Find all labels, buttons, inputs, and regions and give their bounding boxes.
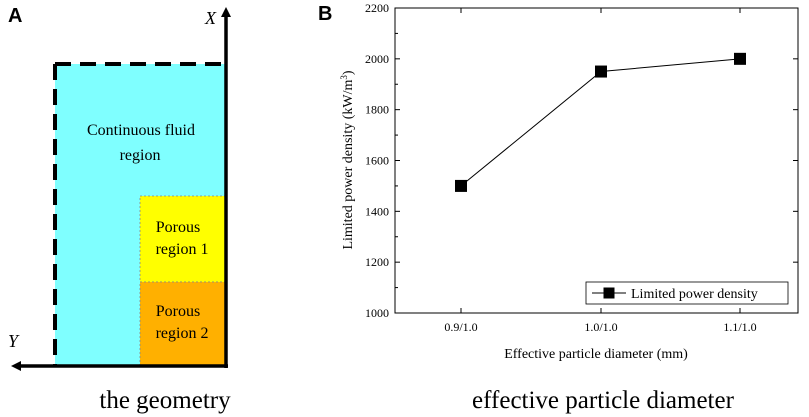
porous-region-1-label: Porous region 1 [156, 219, 209, 258]
fluid-region-label-line1: Continuous fluid [87, 122, 195, 139]
porous-region-2-label-line2: region 2 [156, 325, 209, 342]
x-tick-label: 1.1/1.0 [723, 320, 756, 334]
legend-marker-square [603, 287, 615, 299]
panel-a-caption: the geometry [99, 387, 231, 414]
fluid-region-label-line2: region [120, 147, 161, 164]
y-tick-label: 1200 [365, 255, 389, 269]
y-tick-label: 1600 [365, 154, 389, 168]
y-tick-label: 1800 [365, 103, 389, 117]
porous-region-2 [139, 281, 227, 367]
y-axis-title-superscript: 3 [339, 75, 349, 80]
porous-region-1-label-line1: Porous [156, 219, 200, 236]
porous-region-1-label-line2: region 1 [156, 241, 209, 258]
panel-b-caption: effective particle diameter [472, 387, 735, 414]
x-tick-label: 1.0/1.0 [584, 320, 617, 334]
y-axis-label: Y [8, 331, 20, 351]
x-axis-label: X [204, 8, 217, 28]
legend: Limited power density [585, 281, 789, 305]
y-axis-ticks: 1000 1200 1400 1600 1800 2000 2200 [365, 1, 798, 320]
y-tick-label: 1400 [365, 204, 389, 218]
panel-b-letter: B [318, 3, 332, 25]
x-axis-ticks: 0.9/1.0 1.0/1.0 1.1/1.0 [444, 8, 757, 334]
panel-a-letter: A [8, 5, 22, 27]
y-axis-title-main: Limited power density (kW/m [341, 80, 356, 250]
data-point-square [595, 65, 607, 78]
y-tick-label: 2000 [365, 52, 389, 66]
legend-box [585, 281, 789, 305]
y-tick-label: 2200 [365, 1, 389, 15]
y-axis-title: Limited power density (kW/m3) [339, 70, 356, 249]
x-tick-label: 0.9/1.0 [444, 320, 477, 334]
fluid-region-label: Continuous fluid region [87, 122, 199, 164]
legend-label: Limited power density [631, 287, 758, 302]
x-axis-title: Effective particle diameter (mm) [504, 347, 688, 362]
y-tick-label: 1000 [365, 306, 389, 320]
porous-region-2-label-line1: Porous [156, 303, 200, 320]
porous-region-1 [139, 195, 227, 283]
data-point-square [734, 52, 746, 65]
panel-b: B 1000 1200 1400 1600 1800 2000 2200 0.9/1.0 1.… [318, 1, 799, 414]
data-point-square [455, 179, 467, 192]
y-axis-title-close: ) [341, 70, 356, 75]
series-limited-power-density [455, 52, 746, 192]
porous-region-2-label: Porous region 2 [156, 303, 209, 342]
panel-a: A X Y Continuous fluid region Porous reg… [8, 5, 231, 414]
series-line [460, 58, 741, 187]
